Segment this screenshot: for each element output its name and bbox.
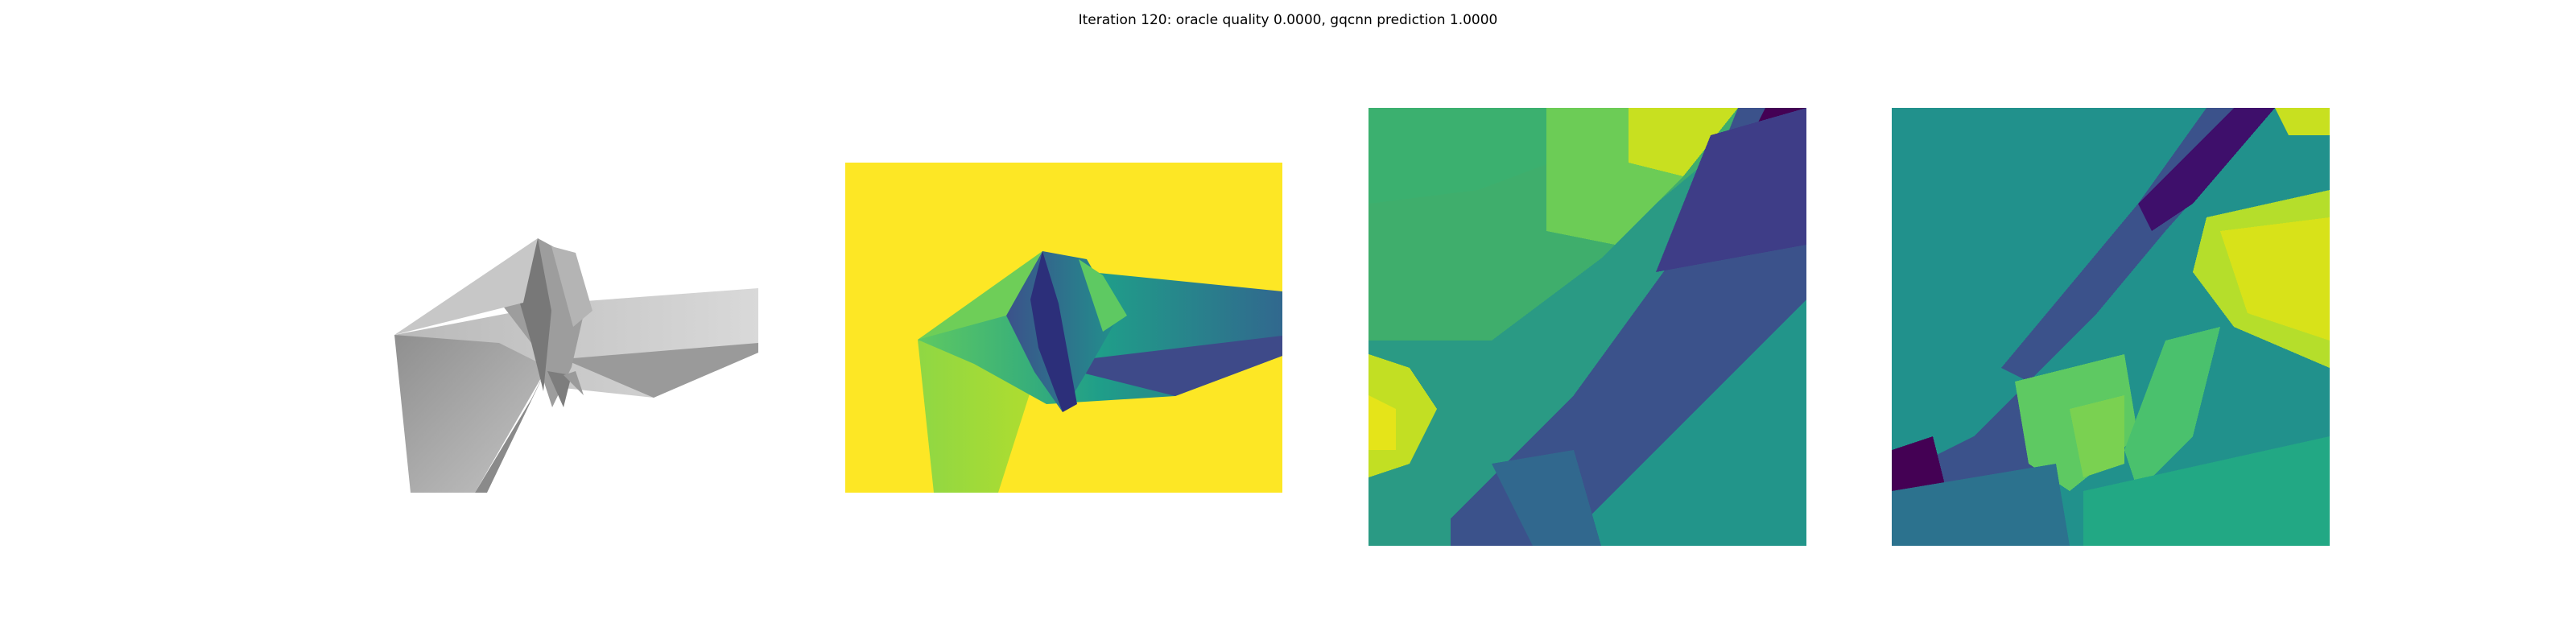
depth-crop-image-2 bbox=[1892, 108, 2330, 546]
figure-title: Iteration 120: oracle quality 0.0000, gq… bbox=[1078, 12, 1498, 28]
depth-crop-image-1 bbox=[1368, 108, 1806, 546]
rendered-object-panel bbox=[370, 230, 765, 493]
rendered-object-image bbox=[394, 238, 758, 493]
depth-crop-panel-2 bbox=[1892, 108, 2330, 546]
depth-image-panel bbox=[845, 163, 1282, 493]
depth-crop-panel-1 bbox=[1368, 108, 1806, 546]
depth-image bbox=[845, 163, 1282, 493]
